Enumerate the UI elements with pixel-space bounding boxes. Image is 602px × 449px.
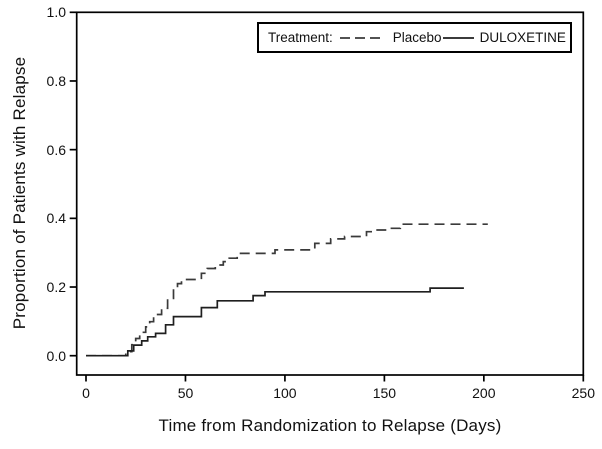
y-tick-label: 0.0: [46, 347, 66, 364]
x-tick-label: 0: [82, 385, 90, 401]
x-tick-label: 50: [177, 385, 194, 401]
series-curve-placebo: [86, 223, 488, 357]
legend-entry-placebo: Placebo: [392, 30, 442, 45]
y-tick-label: 0.8: [46, 73, 66, 89]
x-tick-label: 100: [273, 385, 297, 401]
x-tick-label: 200: [472, 385, 496, 401]
legend-title: Treatment:: [268, 30, 333, 45]
y-tick-label: 1.0: [46, 4, 66, 21]
dashed-line-sample-icon: [339, 36, 380, 39]
y-tick-label: 0.6: [46, 141, 66, 158]
x-tick-label: 150: [372, 385, 397, 401]
y-tick-label: 0.4: [46, 210, 66, 227]
series-curve-duloxetine: [86, 287, 464, 357]
y-tick-label: 0.2: [46, 279, 66, 295]
legend: Treatment: Placebo DULOXETINE: [257, 22, 572, 53]
x-tick-label: 250: [571, 385, 595, 401]
legend-entry-duloxetine: DULOXETINE: [479, 30, 566, 45]
y-axis-title: Proportion of Patients with Relapse: [10, 56, 29, 330]
x-axis-title: Time from Randomization to Relapse (Days…: [158, 416, 502, 435]
plot-frame: [75, 11, 585, 376]
solid-line-sample-icon: [442, 36, 474, 39]
